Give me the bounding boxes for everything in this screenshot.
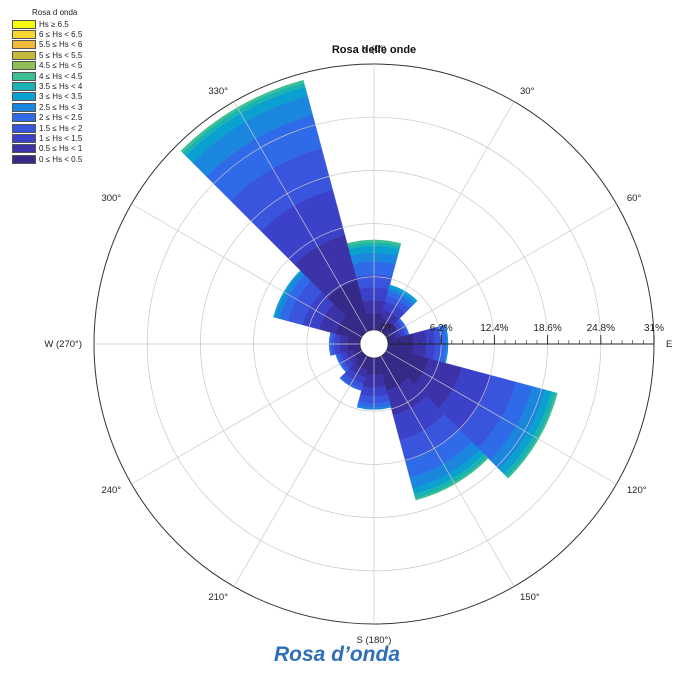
legend-entry: 3.5 ≤ Hs < 4 [12, 81, 112, 92]
radial-tick-label: 0% [381, 323, 396, 334]
legend-label: 2 ≤ Hs < 2.5 [39, 113, 83, 123]
sector-0 [346, 239, 402, 331]
angle-label: E (90 [666, 339, 674, 350]
sector-210-bin-4 [339, 376, 363, 391]
axis-labels: 0% 6.2% 12.4% 18.6% 24.8% 31% N (0°) 30° 60° E (9… [44, 44, 674, 646]
grid-spoke [131, 203, 363, 338]
sector-180-bin-5 [356, 405, 392, 410]
legend-entry: 0 ≤ Hs < 0.5 [12, 154, 112, 164]
sector-bars [180, 79, 558, 501]
legend-label: 5.5 ≤ Hs < 6 [39, 40, 83, 50]
legend-entry: 6 ≤ Hs < 6.5 [12, 29, 112, 40]
grid-spoke [233, 355, 368, 587]
legend-swatch [12, 123, 36, 133]
legend-swatch [12, 133, 36, 143]
angle-label: 330° [208, 86, 228, 97]
grid-spoke [380, 101, 515, 333]
legend-entry: 1.5 ≤ Hs < 2 [12, 123, 112, 133]
legend-label: 0.5 ≤ Hs < 1 [39, 144, 83, 154]
angle-label: 240° [101, 485, 121, 496]
sector-30 [377, 284, 418, 335]
legend: Rosa d onda Hs ≥ 6.5 6 ≤ Hs < 6.5 5.5 ≤ Hs… [12, 8, 112, 164]
radial-tick-label: 24.8% [587, 323, 615, 334]
legend-label: 3.5 ≤ Hs < 4 [39, 82, 83, 92]
legend-label: Hs ≥ 6.5 [39, 19, 69, 29]
grid-spoke [385, 203, 617, 338]
chart-title: Rosa delle onde [332, 44, 416, 56]
legend-swatch [12, 102, 36, 112]
legend-swatch [12, 30, 36, 40]
angle-label: S (180°) [357, 635, 392, 646]
legend-label: 2.5 ≤ Hs < 3 [39, 102, 83, 112]
radial-tick-label: 31% [644, 323, 664, 334]
sector-120-bin-8 [506, 392, 558, 479]
grid-spoke [131, 350, 363, 485]
legend-label: 1.5 ≤ Hs < 2 [39, 123, 83, 133]
legend-label: 6 ≤ Hs < 6.5 [39, 30, 83, 40]
figure-caption: Rosa d’onda [273, 643, 400, 666]
legend-label: 4.5 ≤ Hs < 5 [39, 61, 83, 71]
center-hole [359, 329, 389, 359]
legend-swatch [12, 71, 36, 81]
sector-300 [273, 270, 365, 341]
legend-entry: 0.5 ≤ Hs < 1 [12, 144, 112, 154]
legend-entry: 5.5 ≤ Hs < 6 [12, 40, 112, 50]
legend-swatch [12, 154, 36, 164]
sector-150 [377, 353, 489, 501]
legend-label: 0 ≤ Hs < 0.5 [39, 154, 83, 164]
legend-swatch [12, 92, 36, 102]
legend-entry: Hs ≥ 6.5 [12, 19, 112, 29]
legend-label: 1 ≤ Hs < 1.5 [39, 133, 83, 143]
angle-label: 60° [627, 193, 642, 204]
radial-tick-label: 6.2% [430, 323, 453, 334]
legend-entry: 3 ≤ Hs < 3.5 [12, 92, 112, 102]
legend-title: Rosa d onda [32, 8, 78, 17]
angle-label: 150° [520, 592, 540, 603]
legend-label: 5 ≤ Hs < 5.5 [39, 50, 83, 60]
sector-330-bin-8 [180, 79, 305, 153]
radial-tick-label: 12.4% [480, 323, 508, 334]
legend-label: 4 ≤ Hs < 4.5 [39, 71, 83, 81]
legend-swatch [12, 40, 36, 50]
legend-label: 3 ≤ Hs < 3.5 [39, 92, 83, 102]
legend-entry: 4 ≤ Hs < 4.5 [12, 71, 112, 81]
sector-330 [180, 79, 371, 335]
sector-240 [335, 347, 365, 373]
legend-swatch [12, 144, 36, 154]
legend-swatch [12, 82, 36, 92]
grid-spoke [385, 350, 617, 485]
angle-label: 120° [627, 485, 647, 496]
polar-grid [93, 63, 655, 625]
angle-label: 30° [520, 86, 535, 97]
angle-label: 300° [101, 193, 121, 204]
legend-entry: 4.5 ≤ Hs < 5 [12, 61, 112, 71]
sector-120 [383, 347, 558, 479]
angle-label: 210° [208, 592, 228, 603]
legend-entry: 2 ≤ Hs < 2.5 [12, 113, 112, 123]
legend-swatch [12, 50, 36, 60]
legend-swatch [12, 113, 36, 123]
sector-210 [339, 353, 371, 391]
sector-0-bin-8 [346, 239, 402, 247]
angle-label: N (0°) [362, 44, 387, 55]
legend-swatch [12, 61, 36, 71]
legend-entry: 2.5 ≤ Hs < 3 [12, 102, 112, 112]
angle-label: W (270°) [44, 339, 82, 350]
legend-entry: 1 ≤ Hs < 1.5 [12, 133, 112, 143]
sector-30-bin-6 [388, 284, 418, 303]
legend-swatch [12, 19, 36, 29]
radial-tick-label: 18.6% [533, 323, 561, 334]
sector-150-bin-8 [415, 456, 489, 501]
grid-spoke [233, 101, 368, 333]
legend-entry: 5 ≤ Hs < 5.5 [12, 50, 112, 60]
grid-spoke [380, 355, 515, 587]
